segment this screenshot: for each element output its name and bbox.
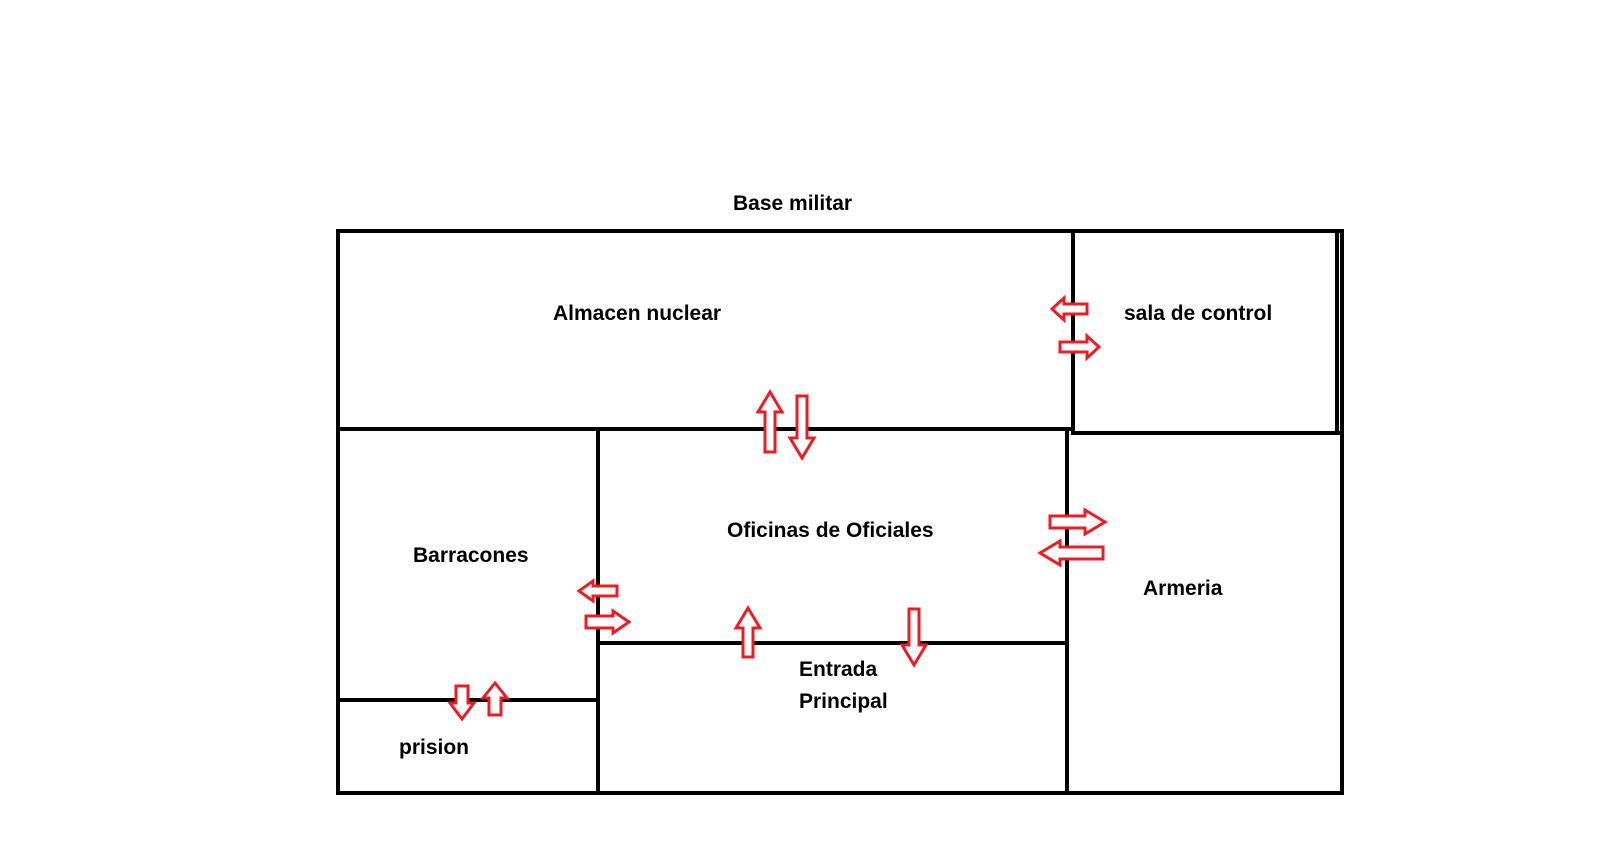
room-label-armeria: Armeria (1143, 577, 1223, 600)
arrow-down-icon (447, 684, 477, 722)
arrow-almacen-oficinas (755, 389, 817, 461)
connection-arrows (447, 294, 1108, 722)
arrow-down-icon (787, 394, 817, 461)
arrow-barracones-prision (447, 680, 511, 722)
diagram-title: Base militar (733, 192, 853, 215)
arrow-up-icon (733, 605, 763, 659)
arrow-barracones-oficinas (576, 578, 632, 636)
room-label-barracones: Barracones (413, 544, 529, 567)
arrow-left-icon (576, 578, 619, 604)
arrow-down-icon (899, 607, 929, 668)
arrow-up-icon (755, 389, 785, 454)
arrow-left-icon (1037, 538, 1105, 568)
room-label-almacen-nuclear: Almacen nuclear (553, 302, 722, 325)
arrow-left-icon (1049, 294, 1089, 324)
room-label-sala-de-control: sala de control (1124, 302, 1273, 325)
arrow-up-icon (479, 680, 511, 717)
room-label-prision: prision (399, 736, 470, 759)
arrow-oficinas-entrada (733, 605, 929, 668)
arrow-right-icon (1048, 507, 1108, 537)
room-label-entrada-line-2: Principal (799, 690, 888, 713)
arrow-oficinas-armeria (1037, 507, 1108, 568)
walls (336, 229, 1344, 795)
arrow-almacen-sala (1049, 294, 1102, 362)
arrow-right-icon (584, 608, 632, 636)
room-label-oficinas: Oficinas de Oficiales (727, 519, 934, 542)
room-label-entrada-line-1: Entrada (799, 658, 878, 681)
arrow-right-icon (1058, 332, 1102, 362)
